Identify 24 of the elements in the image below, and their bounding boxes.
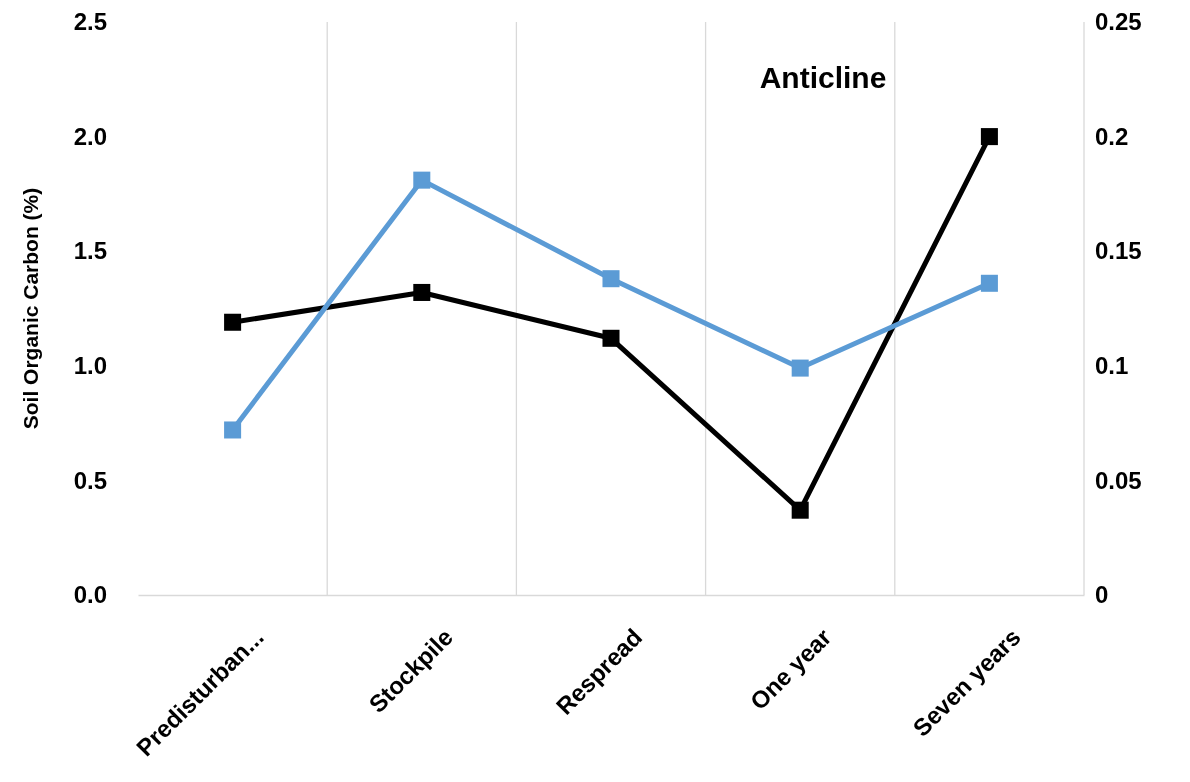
- y2-tick-label: 0.05: [1095, 466, 1142, 494]
- y2-tick-label: 0.1: [1095, 351, 1129, 379]
- point: [602, 329, 620, 347]
- y2-tick-label: 0.25: [1095, 8, 1142, 36]
- y-tick-label: 2.5: [73, 8, 107, 36]
- y2-tick-label: 0.15: [1095, 237, 1142, 265]
- point: [602, 270, 620, 288]
- point: [413, 283, 431, 301]
- y-tick-label: 0.5: [73, 466, 107, 494]
- point: [224, 313, 242, 331]
- point: [224, 421, 242, 439]
- point: [791, 501, 809, 519]
- y-tick-label: 1.0: [73, 351, 107, 379]
- y-tick-label: 0.0: [73, 581, 107, 609]
- y-tick-label: 1.5: [73, 237, 107, 265]
- y2-tick-label: 0.2: [1095, 122, 1129, 150]
- point: [980, 274, 998, 292]
- point: [980, 128, 998, 146]
- point: [413, 171, 431, 189]
- y-tick-label: 2.0: [73, 122, 107, 150]
- point: [791, 359, 809, 377]
- y-axis-title: Soil Organic Carbon (%): [19, 187, 42, 430]
- y2-tick-label: 0: [1095, 581, 1109, 609]
- text: Anticline: [759, 61, 887, 94]
